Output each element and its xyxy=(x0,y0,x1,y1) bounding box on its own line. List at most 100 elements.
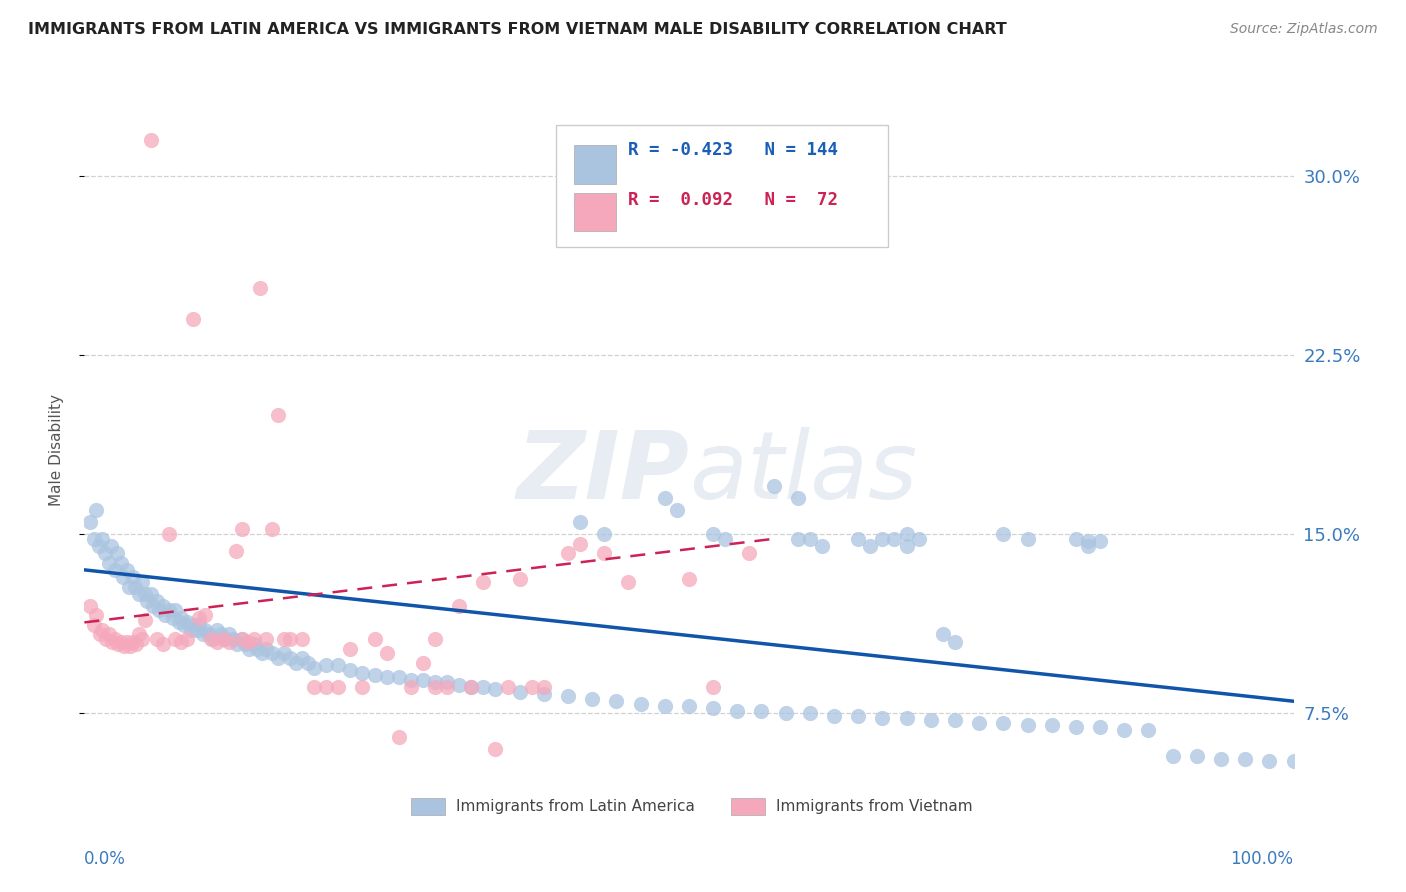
Text: atlas: atlas xyxy=(689,427,917,518)
Point xyxy=(799,532,821,546)
Point xyxy=(267,651,290,665)
Point xyxy=(436,680,458,694)
Point xyxy=(302,661,325,675)
Point xyxy=(233,637,256,651)
Point xyxy=(1234,751,1257,765)
Point xyxy=(1017,718,1039,732)
Point xyxy=(267,408,290,422)
Point xyxy=(896,711,918,725)
Point xyxy=(107,637,129,651)
Point xyxy=(725,704,748,718)
Point xyxy=(87,539,110,553)
Point xyxy=(128,587,150,601)
Y-axis label: Male Disability: Male Disability xyxy=(49,394,63,507)
Point xyxy=(617,574,640,589)
Point xyxy=(254,632,277,647)
Point xyxy=(920,714,942,728)
Point xyxy=(152,599,174,613)
Point xyxy=(131,632,153,647)
Point xyxy=(148,603,170,617)
Point xyxy=(139,587,162,601)
Point xyxy=(273,632,295,647)
Point xyxy=(1040,718,1063,732)
Point xyxy=(278,632,301,647)
Point xyxy=(231,522,253,536)
Point xyxy=(412,673,434,687)
Point xyxy=(896,539,918,553)
FancyBboxPatch shape xyxy=(574,193,616,231)
Point xyxy=(105,546,128,560)
Point xyxy=(118,580,141,594)
Point xyxy=(520,680,543,694)
Text: Immigrants from Vietnam: Immigrants from Vietnam xyxy=(776,799,973,814)
Point xyxy=(180,623,202,637)
Point xyxy=(872,532,894,546)
Point xyxy=(170,634,193,648)
Point xyxy=(484,682,506,697)
Point xyxy=(328,658,350,673)
Point xyxy=(1209,751,1232,765)
Point xyxy=(702,701,724,715)
Point xyxy=(943,714,966,728)
Point xyxy=(125,637,148,651)
Point xyxy=(110,634,132,648)
Point xyxy=(225,637,247,651)
Point xyxy=(423,680,446,694)
Point xyxy=(200,632,222,647)
Point xyxy=(328,680,350,694)
Point xyxy=(79,599,101,613)
Point xyxy=(209,627,232,641)
Point xyxy=(246,641,269,656)
Point xyxy=(654,491,676,506)
Point xyxy=(751,704,773,718)
Point xyxy=(1088,721,1111,735)
Point xyxy=(993,527,1015,541)
Point xyxy=(260,522,283,536)
Point xyxy=(191,627,214,641)
Point xyxy=(186,623,208,637)
Point xyxy=(120,640,142,654)
Point xyxy=(460,680,482,694)
Point xyxy=(1161,749,1184,764)
Text: 100.0%: 100.0% xyxy=(1230,850,1294,868)
Point xyxy=(823,708,845,723)
Point xyxy=(188,610,211,624)
Point xyxy=(449,599,471,613)
Point xyxy=(786,532,808,546)
Point xyxy=(496,680,519,694)
Point xyxy=(509,573,531,587)
Point xyxy=(799,706,821,721)
Point xyxy=(315,680,337,694)
Point xyxy=(943,634,966,648)
Point xyxy=(449,677,471,691)
Point xyxy=(786,491,808,506)
Point xyxy=(896,527,918,541)
Text: R =  0.092   N =  72: R = 0.092 N = 72 xyxy=(628,191,838,210)
Point xyxy=(284,656,308,670)
Point xyxy=(388,670,411,684)
Point xyxy=(128,627,150,641)
Point xyxy=(112,640,135,654)
Point xyxy=(872,711,894,725)
Point xyxy=(91,532,114,546)
Point xyxy=(157,603,180,617)
Point xyxy=(146,594,169,608)
Point xyxy=(460,680,482,694)
Point xyxy=(714,532,737,546)
Point xyxy=(170,610,193,624)
Point xyxy=(155,608,177,623)
Point xyxy=(509,684,531,698)
Point xyxy=(254,641,277,656)
Point xyxy=(218,634,240,648)
Point xyxy=(339,663,361,677)
Point xyxy=(236,634,259,648)
Point xyxy=(423,675,446,690)
Point xyxy=(1114,723,1136,737)
Point xyxy=(1064,532,1087,546)
Point xyxy=(142,599,165,613)
Point xyxy=(225,543,247,558)
Point xyxy=(218,627,240,641)
Point xyxy=(557,690,579,704)
Point xyxy=(242,637,264,651)
Point xyxy=(932,627,955,641)
